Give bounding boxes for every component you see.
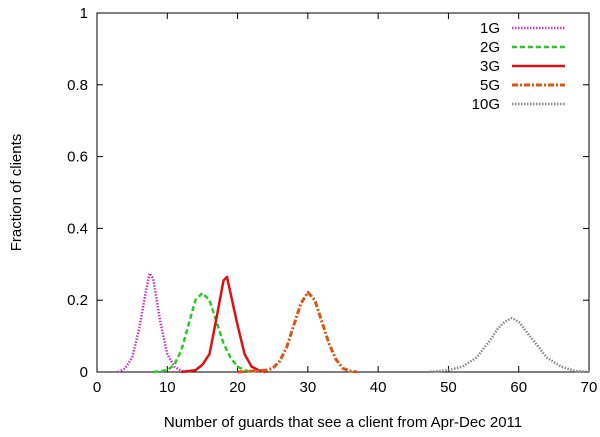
axis-ticks: 0 10 20 30 40 50 60 70 0 0.2 0.4 0.6 0.8 1 (67, 5, 597, 396)
legend-label: 5G (480, 77, 500, 94)
x-axis-label: Number of guards that see a client from … (164, 414, 522, 431)
y-tick-label: 0.8 (67, 77, 88, 94)
y-tick-label: 0.2 (67, 292, 88, 309)
y-tick-label: 0.4 (67, 220, 88, 237)
series-line-1g (117, 272, 189, 374)
x-tick-label: 10 (159, 379, 176, 396)
legend-label: 10G (472, 96, 500, 113)
x-tick-label: 60 (510, 379, 527, 396)
y-tick-label: 0.6 (67, 149, 88, 166)
y-axis-label: Fraction of clients (8, 134, 25, 252)
x-tick-label: 30 (300, 379, 317, 396)
x-tick-label: 20 (229, 379, 246, 396)
x-tick-label: 50 (440, 379, 457, 396)
legend: 1G 2G 3G 5G 10G (472, 20, 565, 113)
y-tick-label: 0 (80, 364, 88, 381)
series-line-5g (237, 290, 358, 374)
legend-label: 2G (480, 39, 500, 56)
series-line-10g (427, 316, 590, 374)
series-lines (117, 272, 590, 374)
legend-label: 1G (480, 20, 500, 37)
x-tick-label: 70 (581, 379, 598, 396)
x-tick-label: 0 (93, 379, 101, 396)
series-line-2g (153, 291, 252, 374)
legend-label: 3G (480, 58, 500, 75)
x-tick-label: 40 (370, 379, 387, 396)
series-line-3g (181, 275, 267, 374)
y-tick-label: 1 (80, 5, 88, 22)
plot-frame (96, 12, 590, 373)
plot-border (96, 12, 590, 373)
